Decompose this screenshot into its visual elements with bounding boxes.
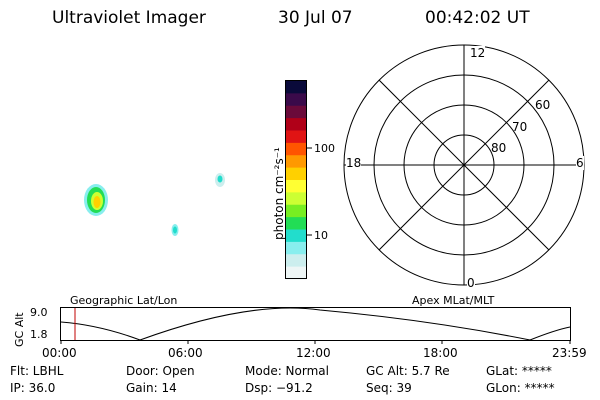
colorbar-cell	[286, 167, 306, 181]
lat-label-80: 80	[491, 141, 507, 155]
colorbar-cell	[286, 254, 306, 268]
status-seq: Seq: 39	[366, 381, 412, 395]
status-gain: Gain: 14	[126, 381, 177, 395]
mlt-label-12: 12	[470, 46, 486, 60]
timeline-x-tick-1800: 18:00	[423, 346, 458, 360]
colorbar-tick-100: 100	[314, 142, 335, 155]
colorbar-cell	[286, 93, 306, 107]
timeline-y-tick-low: 1.8	[30, 328, 48, 341]
mlt-label-0: 0	[467, 276, 475, 290]
colorbar-cell	[286, 217, 306, 230]
timeline-y-tick-high: 9.0	[30, 306, 48, 319]
instrument-title: Ultraviolet Imager	[52, 8, 206, 28]
auroral-blob-right	[215, 173, 225, 187]
lat-label-60: 60	[535, 98, 551, 112]
status-glon: GLon: *****	[486, 381, 555, 395]
colorbar-cell	[286, 192, 306, 206]
mlt-label-6: 6	[576, 156, 584, 170]
colorbar-cell	[286, 229, 306, 243]
timeline-x-tick-1200: 12:00	[296, 346, 331, 360]
lat-label-70: 70	[512, 120, 528, 134]
status-glat: GLat: *****	[486, 364, 552, 378]
colorbar-cell	[286, 241, 306, 255]
colorbar-cell	[286, 118, 306, 131]
date-label: 30 Jul 07	[278, 8, 353, 28]
colorbar-cell	[286, 180, 306, 193]
mlt-label-18: 18	[346, 156, 362, 170]
time-label: 00:42:02 UT	[425, 8, 530, 28]
colorbar-cell	[286, 105, 306, 119]
colorbar-cell	[286, 155, 306, 169]
colorbar-cell	[286, 81, 306, 94]
timeline-right-title: Apex MLat/MLT	[412, 294, 495, 307]
status-door: Door: Open	[126, 364, 195, 378]
status-dsp: Dsp: −91.2	[245, 381, 313, 395]
colorbar-cell	[286, 204, 306, 218]
status-filter: Flt: LBHL	[10, 364, 64, 378]
colorbar	[285, 80, 312, 280]
status-mode: Mode: Normal	[245, 364, 329, 378]
colorbar-cell	[286, 130, 306, 144]
timeline-x-tick-0000: 00:00	[42, 346, 77, 360]
status-gc-alt: GC Alt: 5.7 Re	[366, 364, 450, 378]
timeline-x-tick-0600: 06:00	[168, 346, 203, 360]
colorbar-tick-10: 10	[314, 229, 328, 242]
status-ip: IP: 36.0	[10, 381, 56, 395]
auroral-blob-large	[84, 184, 108, 216]
timeline-left-title: Geographic Lat/Lon	[70, 294, 178, 307]
auroral-blob-small	[171, 224, 179, 236]
colorbar-cell	[286, 266, 306, 280]
timeline-x-tick-2359: 23:59	[552, 346, 587, 360]
colorbar-cell	[286, 142, 306, 156]
